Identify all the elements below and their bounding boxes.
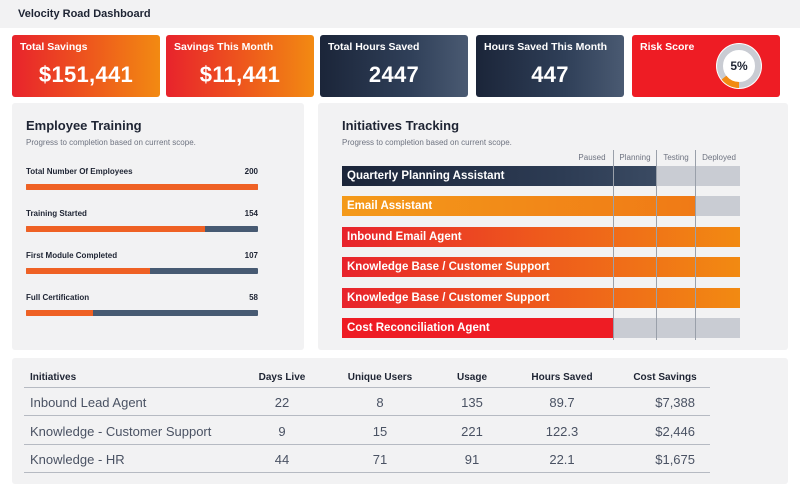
training-progress-bar (26, 310, 258, 316)
initiative-label: Inbound Email Agent (347, 231, 462, 243)
stage-label-testing: Testing (663, 153, 689, 162)
column-header-usage: Usage (456, 372, 487, 383)
top-bar: Velocity Road Dashboard (0, 0, 800, 28)
table-divider (24, 387, 710, 388)
initiative-progress-fill (342, 288, 740, 308)
gauge-arc (721, 75, 740, 88)
cell-cost-savings: $7,388 (655, 395, 695, 410)
kpi-label: Hours Saved This Month (484, 41, 608, 53)
cell-cost-savings: $1,675 (655, 452, 695, 467)
training-row-count: 107 (244, 251, 258, 260)
initiative-row: Knowledge Base / Customer Support (342, 257, 740, 277)
initiative-progress-fill (342, 257, 740, 277)
kpi-value: $11,441 (199, 62, 281, 87)
stage-divider (613, 150, 614, 340)
cell-days-live: 44 (274, 452, 290, 467)
kpi-label: Total Savings (20, 41, 88, 53)
training-progress-bar (26, 184, 258, 190)
training-row-count: 200 (244, 167, 258, 176)
kpi-label: Savings This Month (174, 41, 274, 53)
cell-usage: 221 (461, 424, 483, 439)
cell-initiative: Knowledge - HR (30, 452, 125, 467)
stage-divider (695, 150, 696, 340)
column-header-hours-saved: Hours Saved (531, 372, 593, 383)
training-row-label: Full Certification (26, 293, 90, 302)
training-progress-fill (26, 226, 205, 232)
initiative-row: Cost Reconciliation Agent (342, 318, 740, 338)
cell-days-live: 9 (278, 424, 286, 439)
cell-hours-saved: 89.7 (549, 395, 575, 410)
training-progress-fill (26, 310, 94, 316)
cell-usage: 135 (461, 395, 483, 410)
kpi-value: $151,441 (38, 62, 134, 87)
risk-gauge: 5% (712, 39, 766, 93)
app-title: Velocity Road Dashboard (18, 8, 151, 20)
cell-initiative: Knowledge - Customer Support (30, 424, 212, 439)
cell-unique-users: 8 (376, 395, 384, 410)
cell-unique-users: 15 (372, 424, 388, 439)
stage-label-deployed: Deployed (702, 153, 736, 162)
kpi-value: 447 (531, 62, 569, 87)
kpi-label: Total Hours Saved (328, 41, 420, 53)
initiative-progress-fill (342, 166, 657, 186)
training-row-count: 58 (249, 293, 258, 302)
initiative-label: Cost Reconciliation Agent (347, 322, 490, 334)
kpi-risk-score: Risk Score 5% (632, 35, 780, 97)
stage-divider (656, 150, 657, 340)
training-row-count: 154 (244, 209, 258, 218)
initiative-row: Inbound Email Agent (342, 227, 740, 247)
cell-days-live: 22 (274, 395, 290, 410)
table-divider (24, 444, 710, 445)
initiative-row: Email Assistant (342, 196, 740, 216)
training-progress-fill (26, 268, 151, 274)
initiative-progress-fill (342, 227, 740, 247)
column-header-unique-users: Unique Users (347, 372, 413, 383)
initiative-row: Quarterly Planning Assistant (342, 166, 740, 186)
cell-hours-saved: 122.3 (545, 424, 579, 439)
cell-cost-savings: $2,446 (655, 424, 695, 439)
risk-score-value: 5% (730, 59, 748, 73)
kpi-total-hours-saved: Total Hours Saved 2447 (320, 35, 468, 97)
column-header-initiatives: Initiatives (30, 372, 77, 383)
cell-hours-saved: 22.1 (549, 452, 575, 467)
kpi-label: Risk Score (640, 41, 695, 53)
initiative-label: Email Assistant (347, 200, 433, 212)
column-header-days-live: Days Live (258, 372, 306, 383)
kpi-savings-this-month: Savings This Month $11,441 (166, 35, 314, 97)
training-progress-bar (26, 226, 258, 232)
employee-training-subtitle: Progress to completion based on current … (26, 138, 196, 147)
cell-initiative: Inbound Lead Agent (30, 395, 147, 410)
initiative-progress-fill (342, 196, 697, 216)
table-divider (24, 415, 710, 416)
initiatives-tracking-title: Initiatives Tracking (342, 118, 460, 133)
training-row-label: Total Number Of Employees (26, 167, 133, 176)
initiatives-tracking-panel (318, 103, 788, 350)
cell-usage: 91 (464, 452, 480, 467)
initiative-progress-fill (342, 318, 613, 338)
training-row-label: Training Started (26, 209, 87, 218)
initiatives-table: Initiatives Days Live Unique Users Usage… (12, 358, 788, 484)
initiative-label: Knowledge Base / Customer Support (347, 261, 550, 273)
initiative-label: Knowledge Base / Customer Support (347, 292, 550, 304)
stage-label-paused: Paused (578, 153, 606, 162)
initiative-label: Quarterly Planning Assistant (347, 170, 505, 182)
cell-unique-users: 71 (372, 452, 388, 467)
training-progress-fill (26, 184, 258, 190)
kpi-total-savings: Total Savings $151,441 (12, 35, 160, 97)
training-progress-bar (26, 268, 258, 274)
stage-label-planning: Planning (619, 153, 651, 162)
column-header-cost-savings: Cost Savings (633, 372, 697, 383)
kpi-value: 2447 (368, 62, 420, 87)
kpi-hours-saved-this-month: Hours Saved This Month 447 (476, 35, 624, 97)
initiatives-tracking-subtitle: Progress to completion based on current … (342, 138, 512, 147)
table-divider (24, 472, 710, 473)
gauge-center (724, 51, 754, 81)
risk-gauge-chart (716, 43, 762, 89)
initiative-row: Knowledge Base / Customer Support (342, 288, 740, 308)
training-row-label: First Module Completed (26, 251, 118, 260)
employee-training-title: Employee Training (26, 118, 142, 133)
